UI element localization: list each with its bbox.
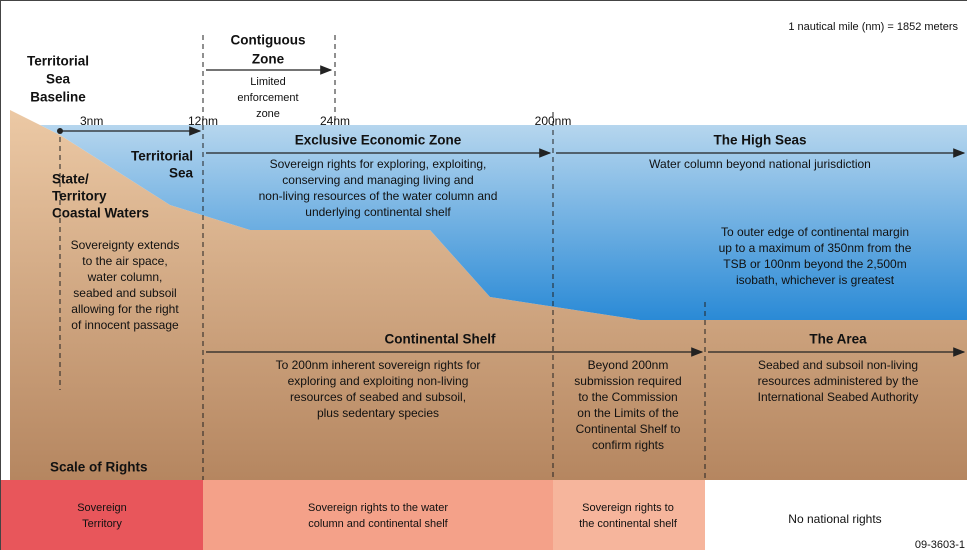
- distance-marker: 200nm: [535, 114, 572, 128]
- distance-marker: 3nm: [80, 114, 103, 128]
- zone-title: Continental Shelf: [385, 332, 497, 347]
- zone-description: enforcement: [237, 92, 298, 104]
- zone-description: resources administered by the: [758, 374, 919, 388]
- zone-description: Continental Shelf to: [576, 422, 681, 436]
- band-label: the continental shelf: [579, 518, 678, 530]
- baseline-label: Sea: [46, 72, 71, 87]
- zone-description: exploring and exploiting non-living: [288, 374, 469, 388]
- band-label: Territory: [82, 518, 122, 530]
- zone-description: water column,: [87, 270, 163, 284]
- zone-title: The High Seas: [713, 133, 806, 148]
- zone-description: Seabed and subsoil non-living: [758, 358, 918, 372]
- zone-description: zone: [256, 108, 280, 120]
- scale-title: Scale of Rights: [50, 460, 148, 475]
- zone-description: plus sedentary species: [317, 406, 439, 420]
- zone-title: Zone: [252, 52, 285, 67]
- distance-marker: 12nm: [188, 114, 218, 128]
- zone-description: resources of seabed and subsoil,: [290, 390, 466, 404]
- band-label: Sovereign: [77, 502, 127, 514]
- zone-description: conserving and managing living and: [282, 173, 473, 187]
- maritime-zones-diagram: 1 nautical mile (nm) = 1852 meters Territ…: [0, 0, 967, 550]
- baseline-label: Baseline: [30, 90, 86, 105]
- band-label: Sovereign rights to: [582, 502, 674, 514]
- band-label: column and continental shelf: [308, 518, 448, 530]
- zone-description: submission required: [574, 374, 681, 388]
- band-label: No national rights: [788, 512, 881, 526]
- zone-title: The Area: [809, 332, 867, 347]
- zone-description: of innocent passage: [71, 318, 179, 332]
- zone-title: Territorial: [131, 149, 193, 164]
- band-shelf: [553, 480, 705, 550]
- zone-title: Coastal Waters: [52, 206, 149, 221]
- zone-description: TSB or 100nm beyond the 2,500m: [723, 257, 906, 271]
- zone-description: allowing for the right: [71, 302, 179, 316]
- zone-description: Sovereign rights for exploring, exploiti…: [270, 157, 487, 171]
- zone-description: To outer edge of continental margin: [721, 225, 909, 239]
- zone-description: to the air space,: [82, 254, 167, 268]
- note: 1 nautical mile (nm) = 1852 meters: [788, 21, 958, 33]
- baseline-point: [57, 128, 63, 134]
- band-sovereign: [0, 480, 203, 550]
- zone-description: confirm rights: [592, 438, 664, 452]
- zone-description: non-living resources of the water column…: [259, 189, 498, 203]
- zone-description: seabed and subsoil: [73, 286, 176, 300]
- zone-description: Beyond 200nm: [588, 358, 669, 372]
- zone-description: Water column beyond national jurisdictio…: [649, 157, 871, 171]
- baseline-label: Territorial: [27, 54, 89, 69]
- zone-title: Contiguous: [231, 33, 306, 48]
- zone-description: up to a maximum of 350nm from the: [719, 241, 912, 255]
- zone-title: Sea: [169, 166, 194, 181]
- zone-description: Limited: [250, 76, 285, 88]
- distance-marker: 24nm: [320, 114, 350, 128]
- zone-description: underlying continental shelf: [305, 205, 451, 219]
- band-water-shelf: [203, 480, 553, 550]
- zone-description: To 200nm inherent sovereign rights for: [276, 358, 481, 372]
- figure-id: 09-3603-1: [915, 539, 965, 550]
- zone-description: isobath, whichever is greatest: [736, 273, 895, 287]
- zone-description: to the Commission: [578, 390, 677, 404]
- zone-title: Territory: [52, 189, 107, 204]
- band-label: Sovereign rights to the water: [308, 502, 448, 514]
- zone-title: State/: [52, 172, 89, 187]
- zone-description: Sovereignty extends: [71, 238, 180, 252]
- zone-title: Exclusive Economic Zone: [295, 133, 462, 148]
- zone-description: on the Limits of the: [577, 406, 679, 420]
- zone-description: International Seabed Authority: [758, 390, 919, 404]
